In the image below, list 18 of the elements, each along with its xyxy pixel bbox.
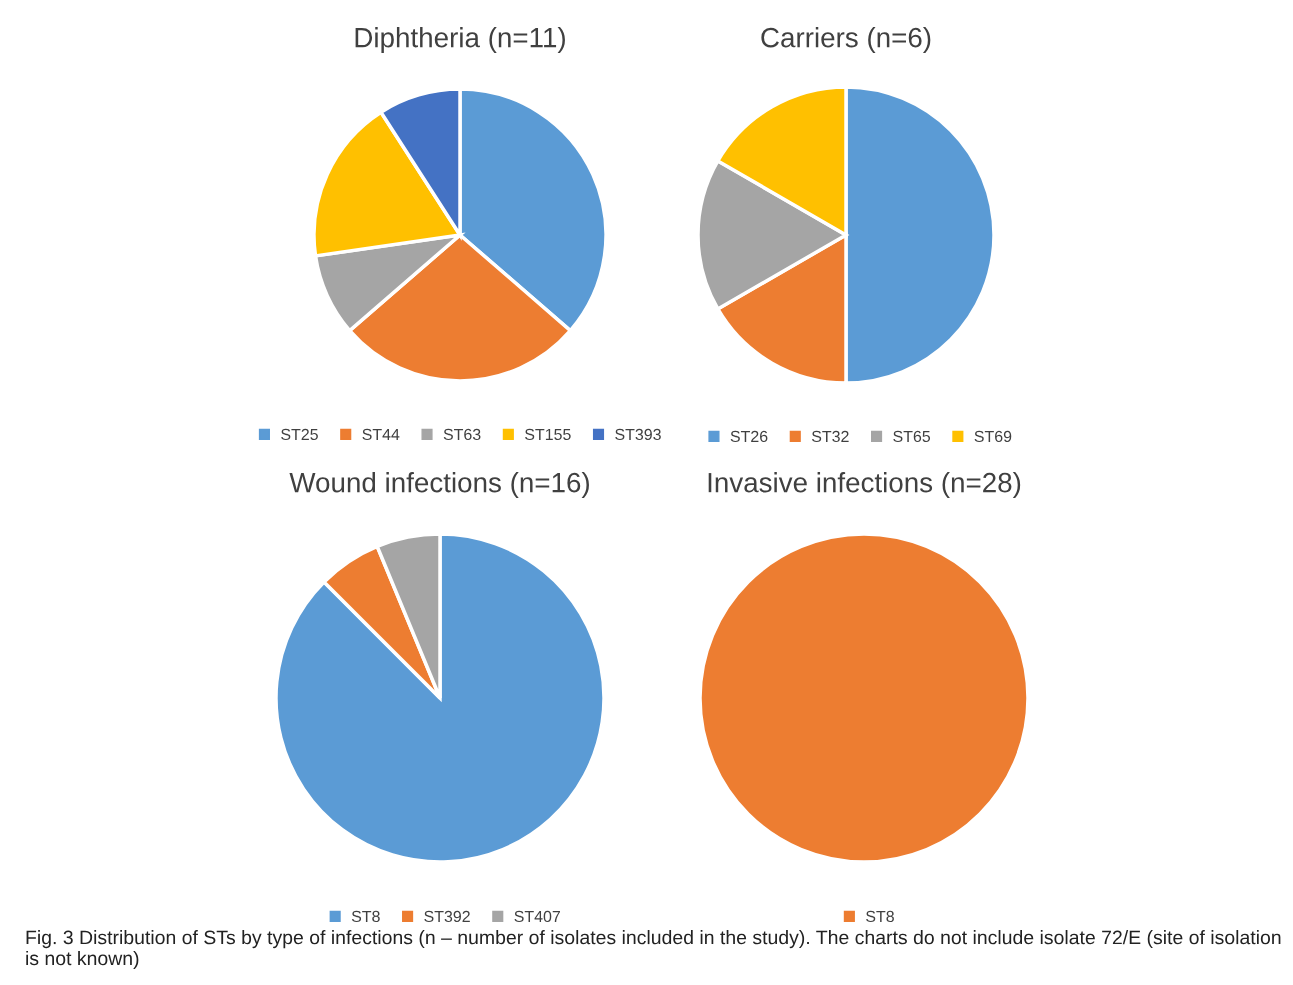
- legend-label: ST26: [730, 430, 768, 443]
- chart-title: Carriers (n=6): [761, 27, 931, 53]
- legend-label: ST65: [893, 430, 931, 443]
- chart-title: Wound infections (n=16): [289, 472, 589, 498]
- legend-label: ST407: [514, 910, 560, 923]
- legend-label: ST44: [362, 428, 400, 441]
- legend-label: ST393: [615, 428, 661, 441]
- chart-title: Diphtheria (n=11): [355, 27, 565, 53]
- legend-label: ST392: [424, 910, 470, 923]
- legend-label: ST69: [974, 430, 1012, 443]
- legend-label: ST155: [525, 428, 571, 441]
- legend-label: ST63: [443, 428, 481, 441]
- chart-title: Invasive infections (n=28): [708, 472, 1021, 498]
- legend-label: ST25: [281, 428, 318, 441]
- legend-label: ST8: [866, 910, 894, 923]
- legend-label: ST8: [351, 910, 380, 923]
- caption: Fig. 3 Distribution of STs by type of infections (n – number of isolates included in the study). The charts do not include isolate 72/E (site of isolation is not known): [26, 930, 1281, 970]
- legend-label: ST32: [811, 430, 849, 443]
